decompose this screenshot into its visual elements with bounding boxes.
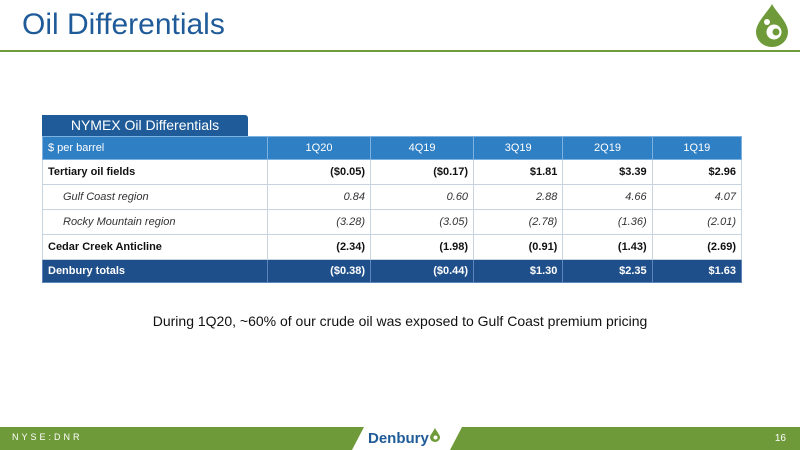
table-row: Gulf Coast region 0.84 0.60 2.88 4.66 4.…: [42, 184, 743, 210]
table-cell: ($0.17): [370, 159, 475, 185]
row-label: Cedar Creek Anticline: [42, 234, 268, 260]
table-cell: $3.39: [562, 159, 653, 185]
page-number: 16: [774, 433, 786, 444]
table-cell: 4.66: [562, 184, 653, 210]
column-header: 2Q19: [562, 136, 653, 160]
table-cell: $2.96: [651, 159, 743, 185]
table-row: Tertiary oil fields ($0.05) ($0.17) $1.8…: [42, 159, 743, 185]
table-cell: 4.07: [651, 184, 743, 210]
column-header: 4Q19: [370, 136, 475, 160]
table-cell: (2.69): [651, 234, 743, 260]
column-header: $ per barrel: [42, 136, 268, 160]
denbury-drop-logo-icon: [756, 4, 788, 47]
footer-drop-icon: [430, 428, 440, 442]
table-cell: $1.30: [473, 259, 564, 283]
table-cell: (3.05): [370, 209, 475, 235]
table-cell: ($0.05): [266, 159, 372, 185]
row-label: Rocky Mountain region: [42, 209, 268, 235]
table-cell: $1.81: [473, 159, 564, 185]
row-label: Denbury totals: [42, 259, 268, 283]
page-title: Oil Differentials: [22, 8, 225, 41]
table-cell: 0.60: [370, 184, 475, 210]
table-cell: (2.34): [266, 234, 372, 260]
title-divider: [0, 50, 800, 52]
table-cell: (3.28): [266, 209, 372, 235]
row-label: Tertiary oil fields: [42, 159, 268, 185]
table-cell: (2.01): [651, 209, 743, 235]
column-header: 1Q19: [651, 136, 743, 160]
footer-brand-name: Denbury: [368, 430, 429, 447]
table-cell: 0.84: [266, 184, 372, 210]
table-total-row: Denbury totals ($0.38) ($0.44) $1.30 $2.…: [42, 259, 743, 283]
column-header: 1Q20: [266, 136, 372, 160]
table-cell: $1.63: [651, 259, 743, 283]
table-cell: (2.78): [473, 209, 564, 235]
table-cell: (1.43): [562, 234, 653, 260]
row-label: Gulf Coast region: [42, 184, 268, 210]
oil-differentials-table: $ per barrel 1Q20 4Q19 3Q19 2Q19 1Q19 Te…: [42, 136, 743, 283]
table-cell: (1.98): [370, 234, 475, 260]
table-cell: (0.91): [473, 234, 564, 260]
table-cell: ($0.44): [370, 259, 475, 283]
column-header: 3Q19: [473, 136, 564, 160]
caption-text: During 1Q20, ~60% of our crude oil was e…: [152, 313, 648, 329]
table-cell: ($0.38): [266, 259, 372, 283]
table-cell: $2.35: [562, 259, 653, 283]
table-cell: 2.88: [473, 184, 564, 210]
ticker-symbol: NYSE:DNR: [12, 432, 83, 442]
table-cell: (1.36): [562, 209, 653, 235]
table-row: Cedar Creek Anticline (2.34) (1.98) (0.9…: [42, 234, 743, 260]
table-row: Rocky Mountain region (3.28) (3.05) (2.7…: [42, 209, 743, 235]
table-tab-label: NYMEX Oil Differentials: [42, 115, 248, 136]
table-header-row: $ per barrel 1Q20 4Q19 3Q19 2Q19 1Q19: [42, 136, 743, 160]
